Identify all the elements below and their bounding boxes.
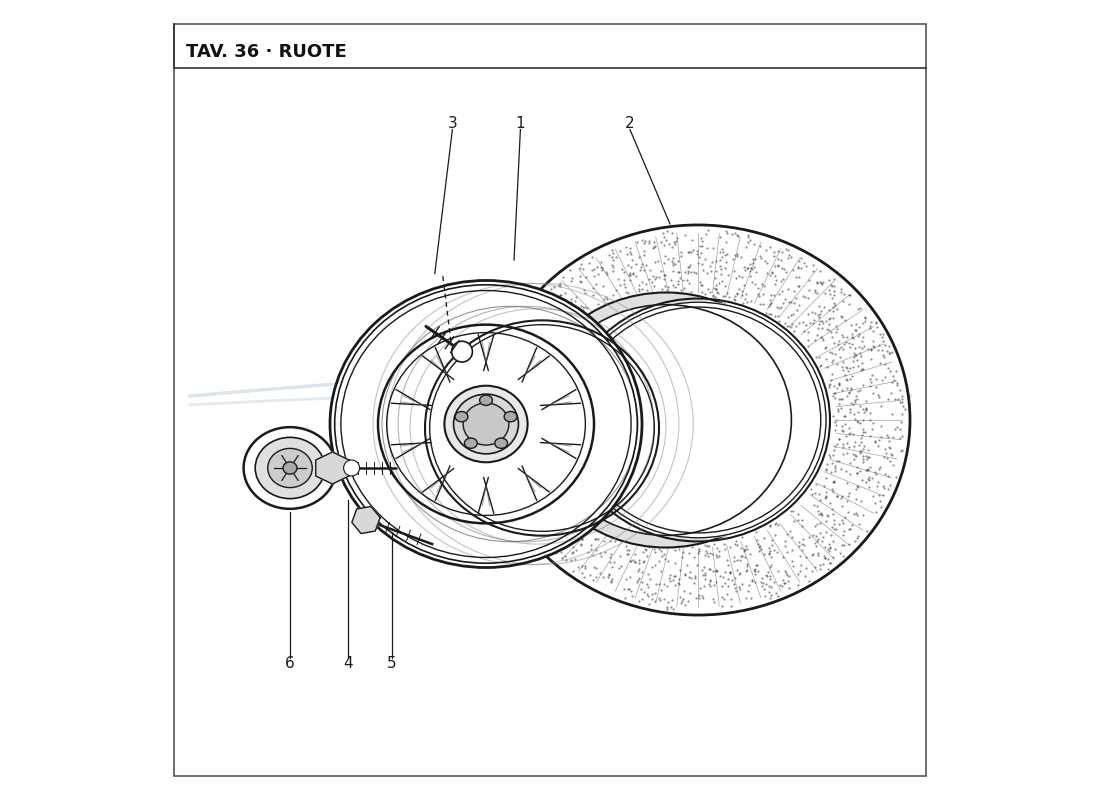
Text: 4: 4 bbox=[343, 657, 353, 671]
Text: 2: 2 bbox=[625, 117, 635, 131]
Ellipse shape bbox=[283, 462, 297, 474]
Circle shape bbox=[452, 342, 472, 362]
Ellipse shape bbox=[495, 438, 507, 448]
Text: TAV. 36 · RUOTE: TAV. 36 · RUOTE bbox=[186, 43, 346, 61]
Ellipse shape bbox=[444, 386, 528, 462]
Ellipse shape bbox=[243, 427, 337, 509]
Text: 3: 3 bbox=[448, 117, 458, 131]
Polygon shape bbox=[316, 452, 349, 484]
Ellipse shape bbox=[463, 403, 509, 445]
Circle shape bbox=[343, 460, 360, 476]
Text: 5: 5 bbox=[387, 657, 396, 671]
Ellipse shape bbox=[453, 394, 518, 454]
Ellipse shape bbox=[504, 411, 517, 422]
Ellipse shape bbox=[455, 411, 468, 422]
Text: euroParts: euroParts bbox=[367, 367, 733, 433]
Text: 6: 6 bbox=[285, 657, 295, 671]
Text: 1: 1 bbox=[516, 117, 525, 131]
Ellipse shape bbox=[569, 301, 827, 539]
Ellipse shape bbox=[540, 305, 791, 535]
Ellipse shape bbox=[486, 225, 910, 615]
Ellipse shape bbox=[267, 449, 312, 487]
Ellipse shape bbox=[464, 438, 477, 448]
Ellipse shape bbox=[255, 438, 324, 498]
Ellipse shape bbox=[330, 281, 642, 567]
Ellipse shape bbox=[527, 293, 804, 547]
Polygon shape bbox=[352, 506, 381, 534]
Ellipse shape bbox=[480, 395, 493, 406]
